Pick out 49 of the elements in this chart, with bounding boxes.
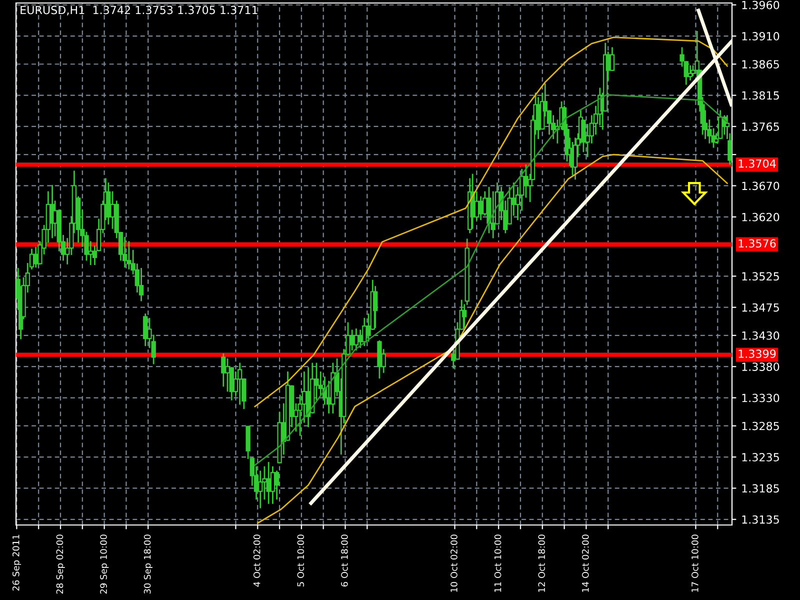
candlestick <box>143 314 148 346</box>
x-tick-label: 4 Oct 02:00 <box>253 534 260 587</box>
candlestick <box>270 466 276 504</box>
candlestick <box>524 164 528 198</box>
x-tick-label: 5 Oct 10:00 <box>297 534 304 586</box>
y-tick-label: 1.3185 <box>742 484 779 493</box>
y-tick-label: 1.3285 <box>742 422 779 430</box>
candlestick <box>266 462 271 504</box>
ref-line-label: 1.3704 <box>738 159 776 168</box>
x-tick-label: 26 Sep 2011 <box>12 534 22 591</box>
ref-line-label: 1.3399 <box>738 350 776 358</box>
y-tick-label: 1.3670 <box>742 182 780 190</box>
x-tick-label: 29 Sep 10:00 <box>100 534 109 594</box>
candlestick <box>274 470 280 500</box>
y-tick-label: 1.3765 <box>742 122 779 131</box>
x-tick-label: 28 Sep 02:00 <box>56 534 65 594</box>
x-tick-label: 30 Sep 18:00 <box>144 534 152 594</box>
candlestick <box>362 318 367 346</box>
candlestick <box>354 328 359 350</box>
candlestick <box>572 138 578 180</box>
y-tick-label: 1.3475 <box>742 303 779 312</box>
candlestick <box>490 191 496 238</box>
y-tick-label: 1.3235 <box>742 452 779 462</box>
x-tick-label: 14 Oct 02:00 <box>582 534 589 592</box>
line-series <box>256 154 728 524</box>
x-tick-label: 11 Oct 10:00 <box>494 534 502 592</box>
candlestick <box>258 470 263 508</box>
line-series <box>254 36 728 408</box>
candlestick <box>610 47 615 72</box>
candlestick <box>718 110 723 140</box>
chart-title: EURUSD,H1 1.3742 1.3753 1.3705 1.3711 <box>20 6 258 16</box>
y-tick-label: 1.3815 <box>742 91 779 100</box>
y-tick-label: 1.3380 <box>742 362 780 371</box>
candlestick <box>110 191 115 229</box>
x-tick-label: 17 Oct 10:00 <box>692 534 698 592</box>
candlestick <box>238 362 242 405</box>
y-tick-label: 1.3430 <box>742 331 780 340</box>
x-tick-label: 6 Oct 18:00 <box>341 534 348 587</box>
candlestick <box>138 268 144 302</box>
y-tick-label: 1.3330 <box>742 394 780 402</box>
x-tick-label: 10 Oct 02:00 <box>450 534 458 592</box>
y-tick-label: 1.3910 <box>742 32 780 40</box>
y-tick-label: 1.3620 <box>742 212 780 222</box>
ref-line-label: 1.3576 <box>738 239 776 248</box>
y-tick-label: 1.3865 <box>742 60 779 68</box>
x-tick-label: 12 Oct 18:00 <box>538 534 546 592</box>
y-tick-label: 1.3960 <box>742 0 780 10</box>
y-tick-label: 1.3135 <box>742 515 779 524</box>
y-tick-label: 1.3525 <box>742 272 779 281</box>
